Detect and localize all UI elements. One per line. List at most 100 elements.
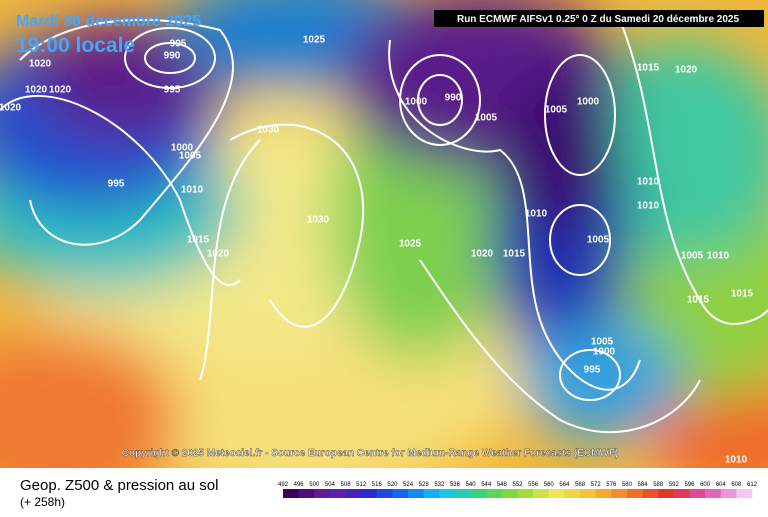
colorbar-label: 528: [419, 482, 430, 488]
colorbar-cell: [486, 489, 503, 498]
colorbar-label: 516: [372, 482, 383, 488]
colorbar-cell: [626, 489, 643, 498]
isobar-label: 1020: [49, 85, 72, 96]
footer-subtitle: (+ 258h): [20, 495, 65, 509]
colorbar-label: 580: [622, 482, 633, 488]
isobar-label: 1020: [207, 249, 230, 260]
isobar-label: 1015: [687, 295, 710, 306]
colorbar-label: 492: [278, 482, 289, 488]
isobar-label: 1025: [303, 35, 326, 46]
isobar-label: 1010: [707, 251, 730, 262]
colorbar-cell: [329, 489, 346, 498]
colorbar-cell: [736, 489, 753, 498]
isobar-label: 990: [164, 51, 181, 62]
colorbar-label: 544: [481, 482, 492, 488]
colorbar-cell: [470, 489, 487, 498]
colorbar-cell: [658, 489, 675, 498]
isobar-label: 1030: [257, 125, 280, 136]
footer-title: Geop. Z500 & pression au sol: [20, 477, 218, 494]
colorbar-cell: [361, 489, 378, 498]
colorbar-cell: [283, 489, 299, 498]
isobar-label: 1020: [675, 65, 698, 76]
colorbar-cell: [423, 489, 440, 498]
isobar-label: 1005: [545, 105, 568, 116]
colorbar-label: 532: [434, 482, 445, 488]
colorbar-cell: [580, 489, 596, 498]
colorbar-label: 604: [716, 482, 727, 488]
isobar-label: 1020: [471, 249, 494, 260]
colorbar-cell: [298, 489, 315, 498]
isobar-label: 1025: [399, 239, 422, 250]
isobar-label: 1005: [591, 337, 614, 348]
colorbar-label: 568: [575, 482, 586, 488]
run-info: Run ECMWF AIFSv1 0.25° 0 Z du Samedi 20 …: [457, 14, 739, 25]
colorbar-cell: [454, 489, 471, 498]
isobar-label: 1010: [181, 185, 204, 196]
colorbar-cell: [689, 489, 706, 498]
colorbar-cell: [720, 489, 737, 498]
colorbar-label: 520: [387, 482, 398, 488]
colorbar-label: 608: [731, 482, 742, 488]
colorbar-label: 576: [606, 482, 617, 488]
isobar-label: 1020: [25, 85, 48, 96]
colorbar-cell: [533, 489, 550, 498]
colorbar-label: 508: [341, 482, 352, 488]
colorbar-cell: [345, 489, 362, 498]
colorbar-label: 588: [653, 482, 664, 488]
colorbar-cell: [314, 489, 331, 498]
colorbar-label: 564: [559, 482, 570, 488]
colorbar-label: 548: [497, 482, 508, 488]
colorbar-label: 552: [512, 482, 523, 488]
colorbar-cell: [548, 489, 565, 498]
colorbar-label: 560: [544, 482, 555, 488]
colorbar-cell: [376, 489, 393, 498]
colorbar-label: 584: [638, 482, 649, 488]
colorbar-cell: [517, 489, 534, 498]
isobar-label: 1010: [637, 177, 660, 188]
forecast-time: 19:00 locale: [16, 34, 135, 57]
colorbar-cell: [595, 489, 612, 498]
colorbar-cell: [642, 489, 659, 498]
isobar-label: 1005: [475, 113, 498, 124]
colorbar-label: 504: [325, 482, 336, 488]
isobar-label: 995: [164, 85, 181, 96]
isobar-label: 1015: [731, 289, 754, 300]
isobar-label: 995: [584, 365, 601, 376]
colorbar-label: 596: [684, 482, 695, 488]
colorbar-label: 524: [403, 482, 414, 488]
colorbar-label: 556: [528, 482, 539, 488]
isobar-label: 1015: [187, 235, 210, 246]
copyright: Copyright © 2025 Meteociel.fr - Source E…: [122, 448, 619, 459]
run-box: [434, 10, 764, 27]
colorbar-cell: [673, 489, 690, 498]
isobar-label: 1015: [503, 249, 526, 260]
colorbar-label: 572: [591, 482, 602, 488]
colorbar: 492 496 500 504 508 512 516 520 524 528 532 536 540 5…: [278, 482, 758, 498]
isobar-label: 1005: [179, 151, 202, 162]
colorbar-cell: [611, 489, 628, 498]
colorbar-label: 496: [294, 482, 305, 488]
colorbar-label: 536: [450, 482, 461, 488]
isobar-label: 1000: [171, 143, 194, 154]
colorbar-cell: [705, 489, 722, 498]
isobar-label: 995: [170, 39, 187, 50]
colorbar-cell: [439, 489, 456, 498]
colorbar-label: 540: [466, 482, 477, 488]
isobar-label: 1000: [577, 97, 600, 108]
colorbar-cell: [564, 489, 581, 498]
isobar-label: 990: [445, 93, 462, 104]
colorbar-cell: [392, 489, 409, 498]
colorbar-cell: [408, 489, 424, 498]
colorbar-label: 612: [747, 482, 758, 488]
colorbar-label: 512: [356, 482, 367, 488]
colorbar-label: 500: [309, 482, 320, 488]
isobar-label: 1000: [405, 97, 428, 108]
isobar-label: 1005: [587, 235, 610, 246]
isobar-label: 1005: [681, 251, 704, 262]
isobar-label: 1010: [637, 201, 660, 212]
colorbar-label: 592: [669, 482, 680, 488]
isobar-label: 1020: [29, 59, 52, 70]
